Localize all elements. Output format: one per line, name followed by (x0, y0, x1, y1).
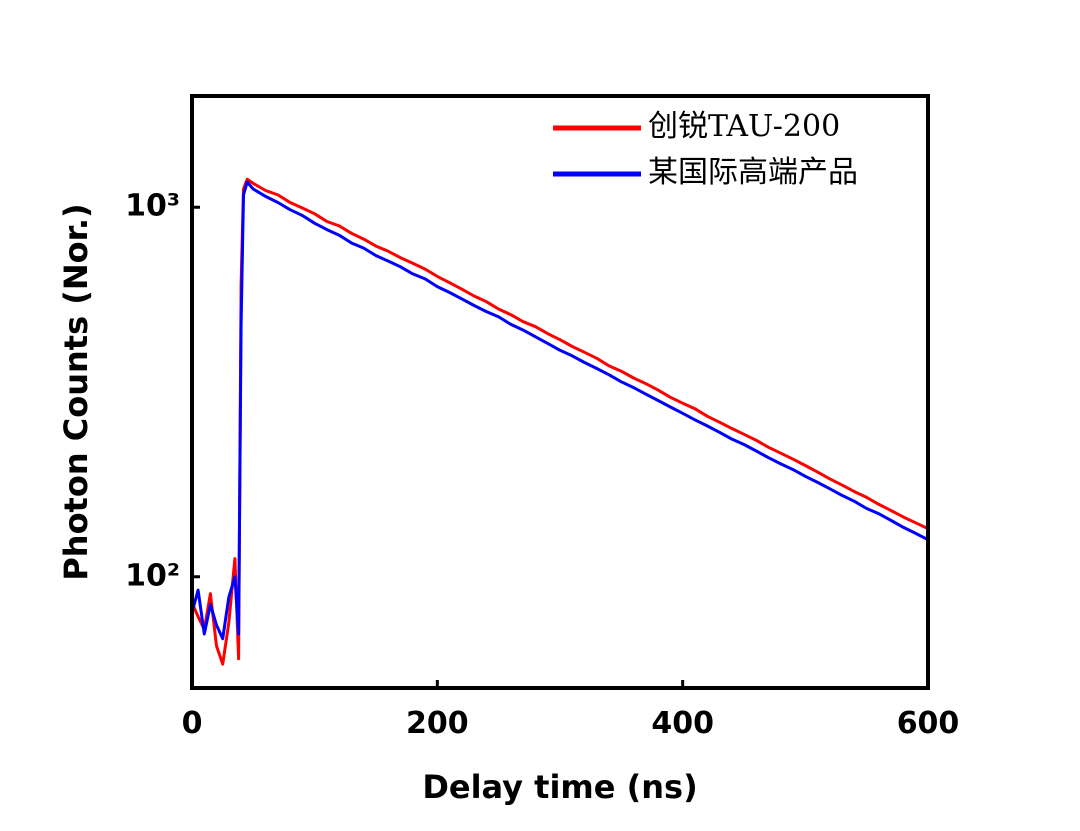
x-tick-label: 0 (182, 706, 203, 741)
x-axis-label: Delay time (ns) (422, 768, 697, 806)
x-tick-label: 400 (651, 706, 714, 741)
series-line (190, 180, 929, 641)
x-tick-label: 600 (897, 706, 960, 741)
y-axis-label: Photon Counts (Nor.) (57, 203, 95, 580)
legend-label: 某国际高端产品 (648, 155, 858, 190)
legend-label: 创锐TAU-200 (648, 109, 840, 144)
y-tick-label: 10² (125, 558, 180, 593)
x-tick-label: 200 (406, 706, 469, 741)
series-line (190, 177, 929, 666)
y-tick-label: 10³ (125, 189, 180, 224)
plot-frame (190, 94, 930, 690)
